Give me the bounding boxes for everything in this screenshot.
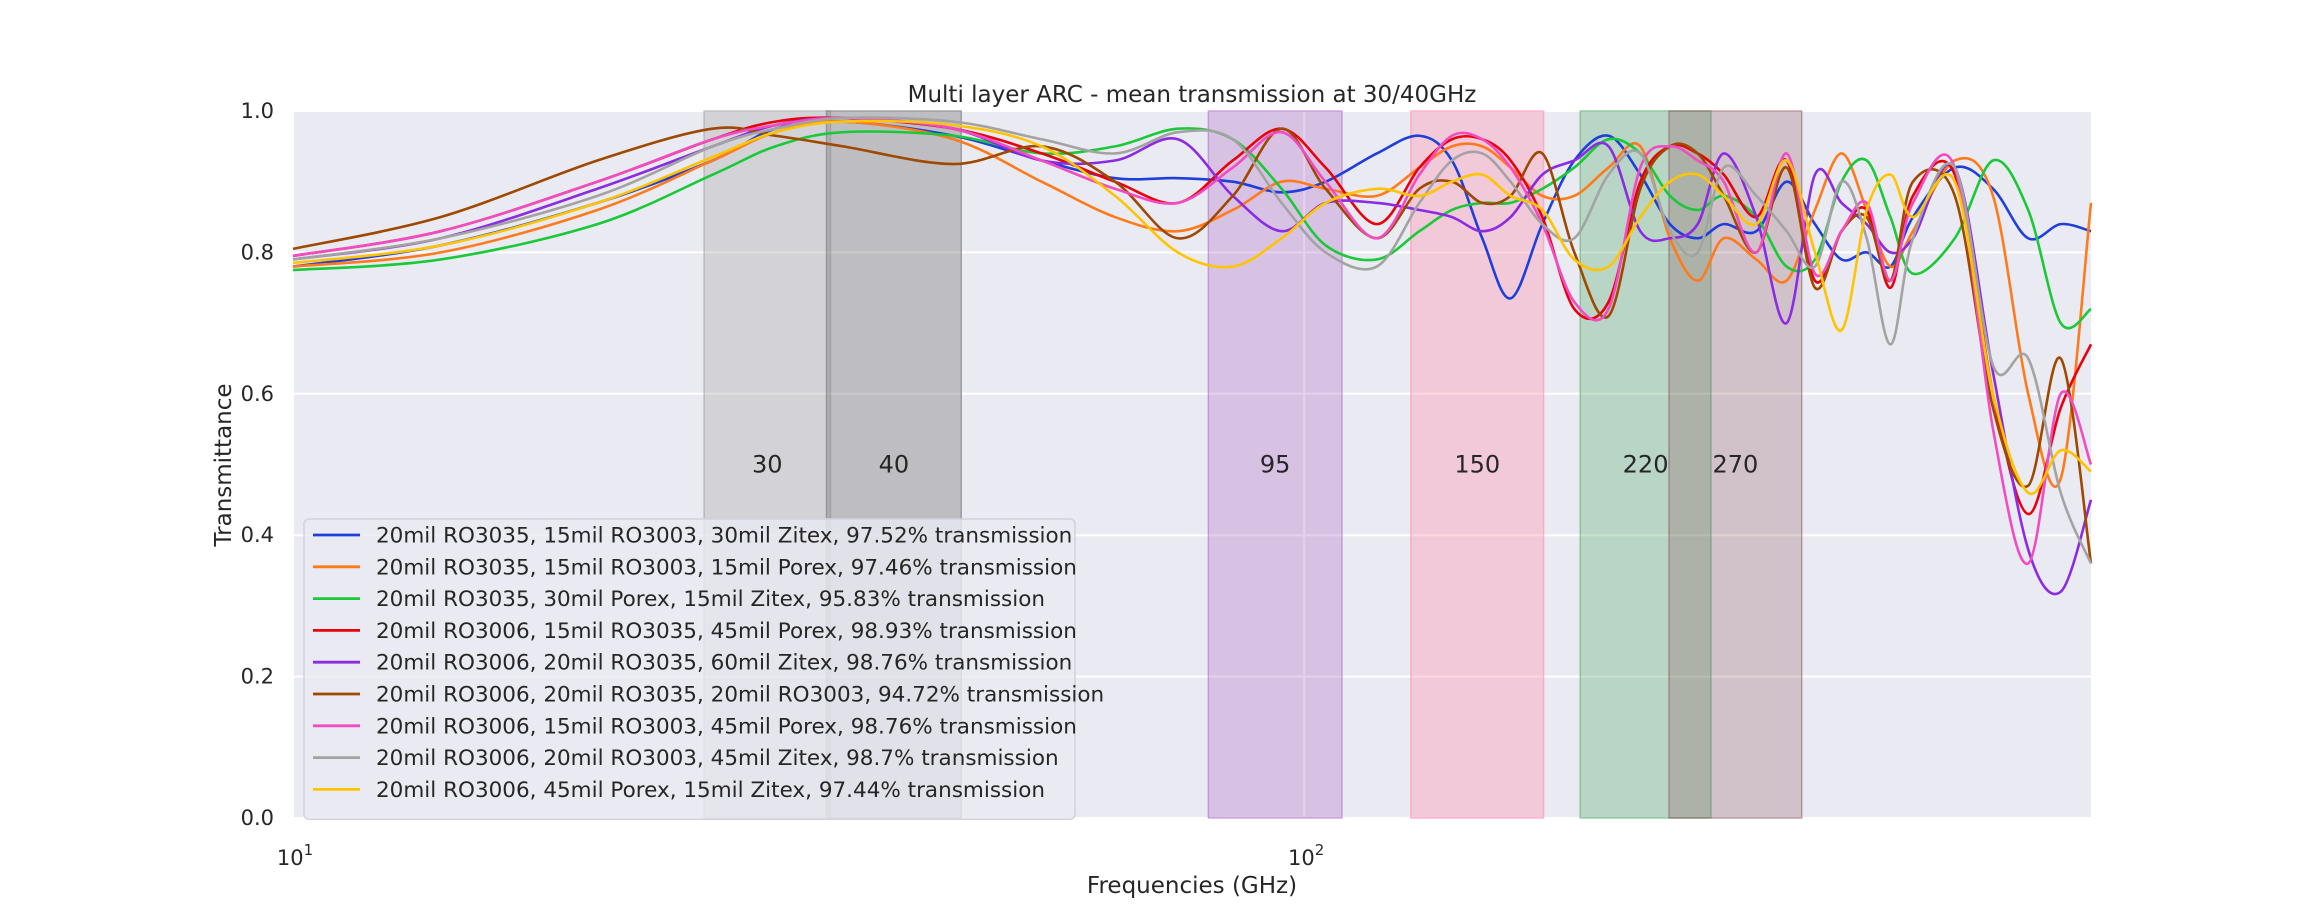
legend-box xyxy=(303,518,1076,820)
tick-layer: 0.0 0.2 0.4 0.6 0.8 1.0 101 102 xyxy=(241,99,1325,870)
chart-title: Multi layer ARC - mean transmission at 3… xyxy=(908,82,1477,108)
legend-entry: 20mil RO3006, 20mil RO3003, 45mil Zitex,… xyxy=(376,746,1059,771)
band-label-30: 30 xyxy=(752,451,783,479)
legend-entry: 20mil RO3035, 15mil RO3003, 15mil Porex,… xyxy=(376,555,1077,580)
y-axis-label: Transmittance xyxy=(211,383,237,547)
x-tick-label: 101 xyxy=(277,841,313,870)
y-tick-label: 0.6 xyxy=(241,382,274,406)
legend-entry: 20mil RO3006, 15mil RO3003, 45mil Porex,… xyxy=(376,714,1077,739)
x-tick-label: 102 xyxy=(1288,841,1324,870)
band-label-270: 270 xyxy=(1712,451,1758,479)
series-layer xyxy=(292,116,2093,596)
legend-entry: 20mil RO3035, 30mil Porex, 15mil Zitex, … xyxy=(376,587,1045,612)
band-220 xyxy=(1579,110,1712,819)
band-label-95: 95 xyxy=(1260,451,1291,479)
legend-entry: 20mil RO3006, 15mil RO3035, 45mil Porex,… xyxy=(376,619,1077,644)
legend-entry: 20mil RO3006, 45mil Porex, 15mil Zitex, … xyxy=(376,778,1045,803)
y-tick-label: 0.8 xyxy=(241,240,274,264)
series-line-8 xyxy=(292,116,2093,564)
x-axis-label: Frequencies (GHz) xyxy=(1087,873,1297,899)
y-tick-label: 0.2 xyxy=(241,665,274,689)
legend-entry: 20mil RO3006, 20mil RO3035, 20mil RO3003… xyxy=(376,683,1104,708)
legend-entry: 20mil RO3006, 20mil RO3035, 60mil Zitex,… xyxy=(376,651,1072,676)
band-label-220: 220 xyxy=(1623,451,1669,479)
band-label-150: 150 xyxy=(1454,451,1500,479)
series-line-9 xyxy=(292,119,2092,496)
series-line-6 xyxy=(292,126,2093,564)
series-line-3 xyxy=(292,127,2092,330)
y-tick-label: 1.0 xyxy=(241,99,274,123)
y-tick-label: 0.0 xyxy=(241,806,274,830)
band-label-layer: 30 40 95 150 220 270 xyxy=(752,451,1758,479)
band-label-40: 40 xyxy=(879,451,910,479)
legend: 20mil RO3035, 15mil RO3003, 30mil Zitex,… xyxy=(303,518,1104,820)
legend-entry: 20mil RO3035, 15mil RO3003, 30mil Zitex,… xyxy=(376,524,1072,549)
y-tick-label: 0.4 xyxy=(241,523,274,547)
